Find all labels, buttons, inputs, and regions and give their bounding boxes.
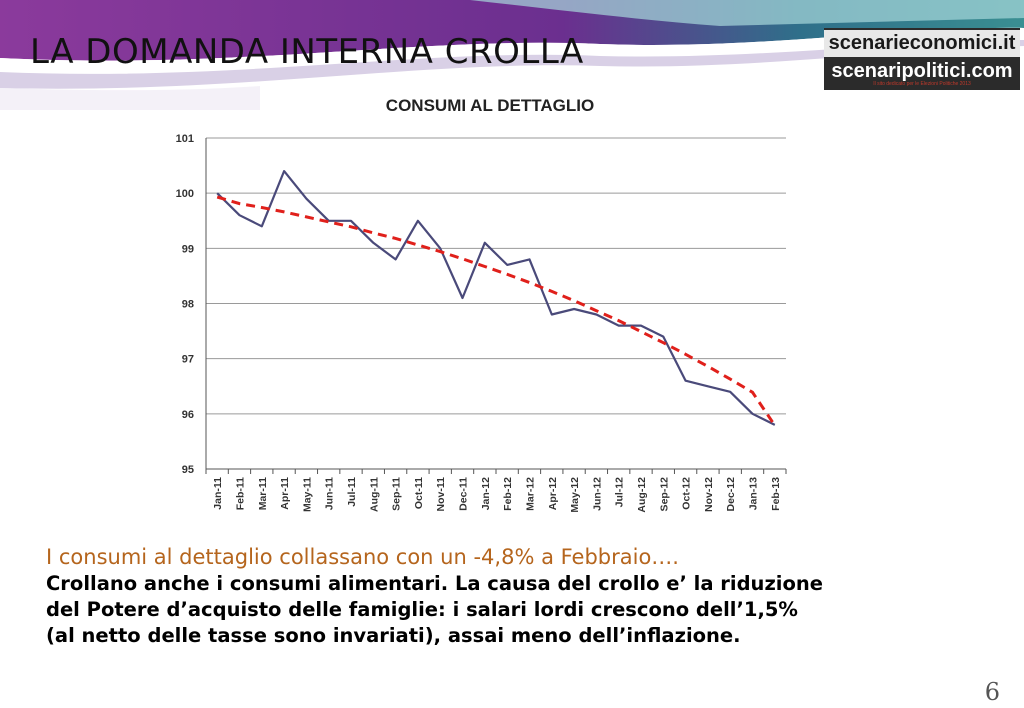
chart-title: CONSUMI AL DETTAGLIO: [385, 96, 595, 115]
x-tick-label: Jan-11: [212, 477, 224, 510]
commentary: I consumi al dettaglio collassano con un…: [46, 545, 996, 649]
logo-line1: scenarieconomici.it: [824, 30, 1020, 57]
x-tick-label: Nov-12: [703, 477, 715, 512]
x-tick-label: Jun-12: [591, 477, 603, 511]
x-tick-label: Oct-11: [413, 477, 425, 509]
x-tick-label: Dec-12: [725, 477, 737, 512]
x-tick-label: Feb-12: [502, 477, 514, 511]
series-line: [216, 169, 776, 426]
y-tick-label: 100: [176, 188, 194, 200]
x-tick-label: Oct-12: [681, 477, 693, 510]
x-tick-label: Mar-11: [257, 477, 269, 510]
x-tick-label: May-12: [569, 477, 581, 513]
x-tick-label: Sep-11: [391, 477, 403, 511]
y-tick-label: 95: [182, 464, 194, 476]
x-tick-label: Mar-12: [524, 477, 536, 511]
y-tick-label: 97: [182, 354, 194, 366]
y-tick-label: 101: [176, 133, 194, 145]
site-logo: scenarieconomici.it scenaripolitici.com …: [824, 28, 1020, 90]
logo-tagline: Il sito dedicato per le Elezioni Politic…: [873, 81, 971, 87]
logo-line2: scenaripolitici.com: [831, 60, 1013, 82]
x-tick-label: Aug-12: [636, 477, 648, 513]
y-tick-label: 96: [182, 409, 194, 421]
x-tick-label: Apr-11: [279, 477, 291, 510]
x-tick-label: May-11: [301, 477, 313, 512]
commentary-body: Crollano anche i consumi alimentari. La …: [46, 572, 823, 647]
x-tick-label: Feb-11: [234, 477, 246, 510]
x-tick-label: Aug-11: [368, 477, 380, 512]
trend-line: [216, 195, 777, 427]
page-number: 6: [984, 678, 1000, 706]
x-tick-label: Jun-11: [324, 477, 336, 510]
x-tick-label: Dec-11: [458, 477, 470, 511]
chart-canvas: 95 96 97 98 99 100 101 Jan-11 Feb-11 Mar-11 Apr-11…: [176, 133, 787, 513]
x-tick-label: Feb-13: [770, 477, 782, 511]
header-banner: [0, 0, 1024, 110]
x-tick-label: Jan-12: [480, 477, 492, 510]
y-tick-label: 98: [182, 299, 194, 311]
x-tick-label: Jan-13: [748, 477, 760, 510]
x-tick-label: Nov-11: [435, 477, 447, 512]
commentary-highlight: I consumi al dettaglio collassano con un…: [46, 545, 679, 569]
slide-title: LA DOMANDA INTERNA CROLLA: [30, 32, 584, 72]
x-tick-label: Jul-11: [346, 477, 358, 507]
x-tick-label: Apr-12: [547, 477, 559, 510]
retail-consumption-chart: 95 96 97 98 99 100 101 Jan-11 Feb-11 Mar-11 Apr-11…: [160, 88, 800, 518]
x-tick-label: Jul-12: [614, 477, 626, 508]
y-tick-label: 99: [182, 243, 194, 255]
x-tick-label: Sep-12: [658, 477, 670, 512]
